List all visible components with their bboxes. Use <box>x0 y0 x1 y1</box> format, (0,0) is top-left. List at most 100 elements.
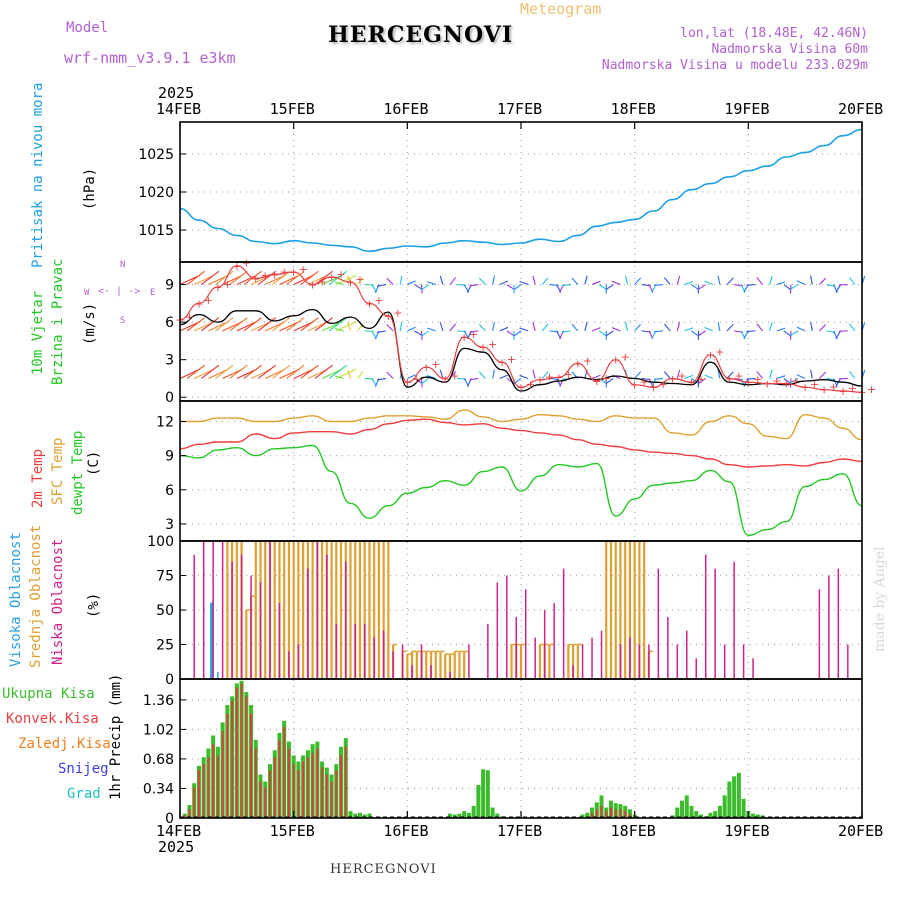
wind-compass: W E N S <- | -> <box>84 260 155 326</box>
model-label: Model <box>66 20 109 36</box>
wind-arrow <box>186 364 206 379</box>
wind-gust-marker: + <box>791 374 800 387</box>
wind-arrow <box>818 324 827 332</box>
wind-arrow <box>386 277 394 285</box>
elevation-label: Nadmorska Visina 60m <box>711 42 868 57</box>
wind-arrow <box>676 369 681 379</box>
total-precip-bar <box>727 781 732 818</box>
wind-arrow <box>783 330 792 337</box>
dewpoint-line <box>179 444 863 537</box>
wind-arrow <box>506 284 515 290</box>
cloud-panel <box>180 540 862 680</box>
wind-gust-marker: + <box>223 278 232 291</box>
wind-gust-marker: + <box>782 377 791 390</box>
wind-arrow <box>386 371 394 379</box>
wind-gust-marker: + <box>668 372 677 385</box>
wind-gust-marker: + <box>535 374 544 387</box>
wind-arrow <box>848 323 856 332</box>
wind-arrow <box>407 280 416 286</box>
total-precip-bar <box>476 784 481 818</box>
convective-precip-bar <box>254 748 257 818</box>
wind-arrow <box>726 277 734 285</box>
convective-precip-bar <box>591 812 594 818</box>
convective-precip-bar <box>344 746 347 818</box>
wind-arrow <box>439 275 444 285</box>
total-precip-bar <box>481 769 486 818</box>
wind-gust-marker: + <box>289 266 298 279</box>
wind-arrow <box>796 374 806 379</box>
wind-gust-marker: + <box>696 373 705 386</box>
total-precip-bar <box>684 795 689 818</box>
y-tick-label: 3 <box>165 353 174 369</box>
wind-arrow <box>229 270 248 285</box>
wind-arrow <box>519 327 529 332</box>
wind-arrow <box>357 277 364 285</box>
convective-precip-bar <box>316 748 319 818</box>
wind-arrow <box>810 321 813 331</box>
convective-precip-bar <box>183 815 186 818</box>
total-precip-bar <box>732 776 737 818</box>
wind-arrow <box>377 283 387 287</box>
wind-arrow <box>591 327 601 332</box>
compass-south-label: S <box>120 316 126 326</box>
wind-arrow <box>257 317 277 332</box>
watermark: made by Angel <box>872 546 888 653</box>
wind-gust-marker: + <box>299 263 308 276</box>
total-precip-bar <box>348 811 353 818</box>
day-label-bottom: 17FEB <box>497 822 543 840</box>
wind-arrow <box>286 270 305 285</box>
wind-arrow <box>746 377 756 380</box>
wind-arrow <box>818 277 827 285</box>
y-tick-label: 12 <box>156 414 174 430</box>
wind-arrow <box>286 317 305 332</box>
wind-gust-marker: + <box>355 273 364 286</box>
wind-arrow <box>776 375 786 379</box>
wind-arrow <box>598 284 607 291</box>
y-tick-label: 1020 <box>138 185 174 201</box>
wind-arrow <box>743 284 749 293</box>
wind-arrow <box>561 330 571 333</box>
wind-arrow <box>605 330 614 337</box>
wind-arrow <box>605 284 614 291</box>
wind-arrow <box>334 327 344 332</box>
wind-arrow <box>676 275 681 285</box>
pressure-panel <box>179 128 863 253</box>
wind-arrow <box>611 280 621 286</box>
wind-gust-marker: + <box>251 272 260 285</box>
convective-precip-bar <box>330 781 333 818</box>
wind-arrow <box>684 374 694 379</box>
wind-arrow <box>684 281 694 286</box>
convective-precip-bar <box>278 739 281 818</box>
wind-arrow <box>300 364 319 379</box>
convective-precip-bar <box>595 809 598 818</box>
wind-arrow <box>676 322 681 332</box>
wind-arrow <box>347 369 352 379</box>
convective-precip-bar <box>212 744 215 818</box>
wind-gust-marker: + <box>488 338 497 351</box>
wind-arrow <box>697 330 707 337</box>
wind-arrow <box>605 378 614 385</box>
wind-gust-marker: + <box>516 381 525 394</box>
total-precip-bar <box>689 805 694 818</box>
pressure-line <box>179 128 863 253</box>
page-title: HERCEGNOVI <box>328 22 514 48</box>
convective-precip-bar <box>221 731 224 818</box>
wind-arrow <box>591 280 601 286</box>
convective-precip-bar <box>609 807 612 818</box>
wind-arrow <box>478 323 486 332</box>
wind-arrow <box>499 326 509 332</box>
wind-arrow <box>272 270 291 285</box>
wind-arrow <box>427 375 436 379</box>
wind-gust-marker: + <box>317 275 326 288</box>
wind-arrow <box>611 327 621 332</box>
wind-arrow <box>492 369 495 379</box>
wind-arrow <box>200 364 220 379</box>
wind-gust-marker: + <box>469 328 478 341</box>
total-precip-bar <box>580 814 585 818</box>
day-label-bottom: 19FEB <box>724 822 770 840</box>
wind-gust-marker: + <box>374 294 383 307</box>
wind-arrow <box>407 326 416 332</box>
wind-gust-marker: + <box>261 269 270 282</box>
wind-arrow <box>347 322 352 332</box>
wind-arrow <box>314 270 333 285</box>
